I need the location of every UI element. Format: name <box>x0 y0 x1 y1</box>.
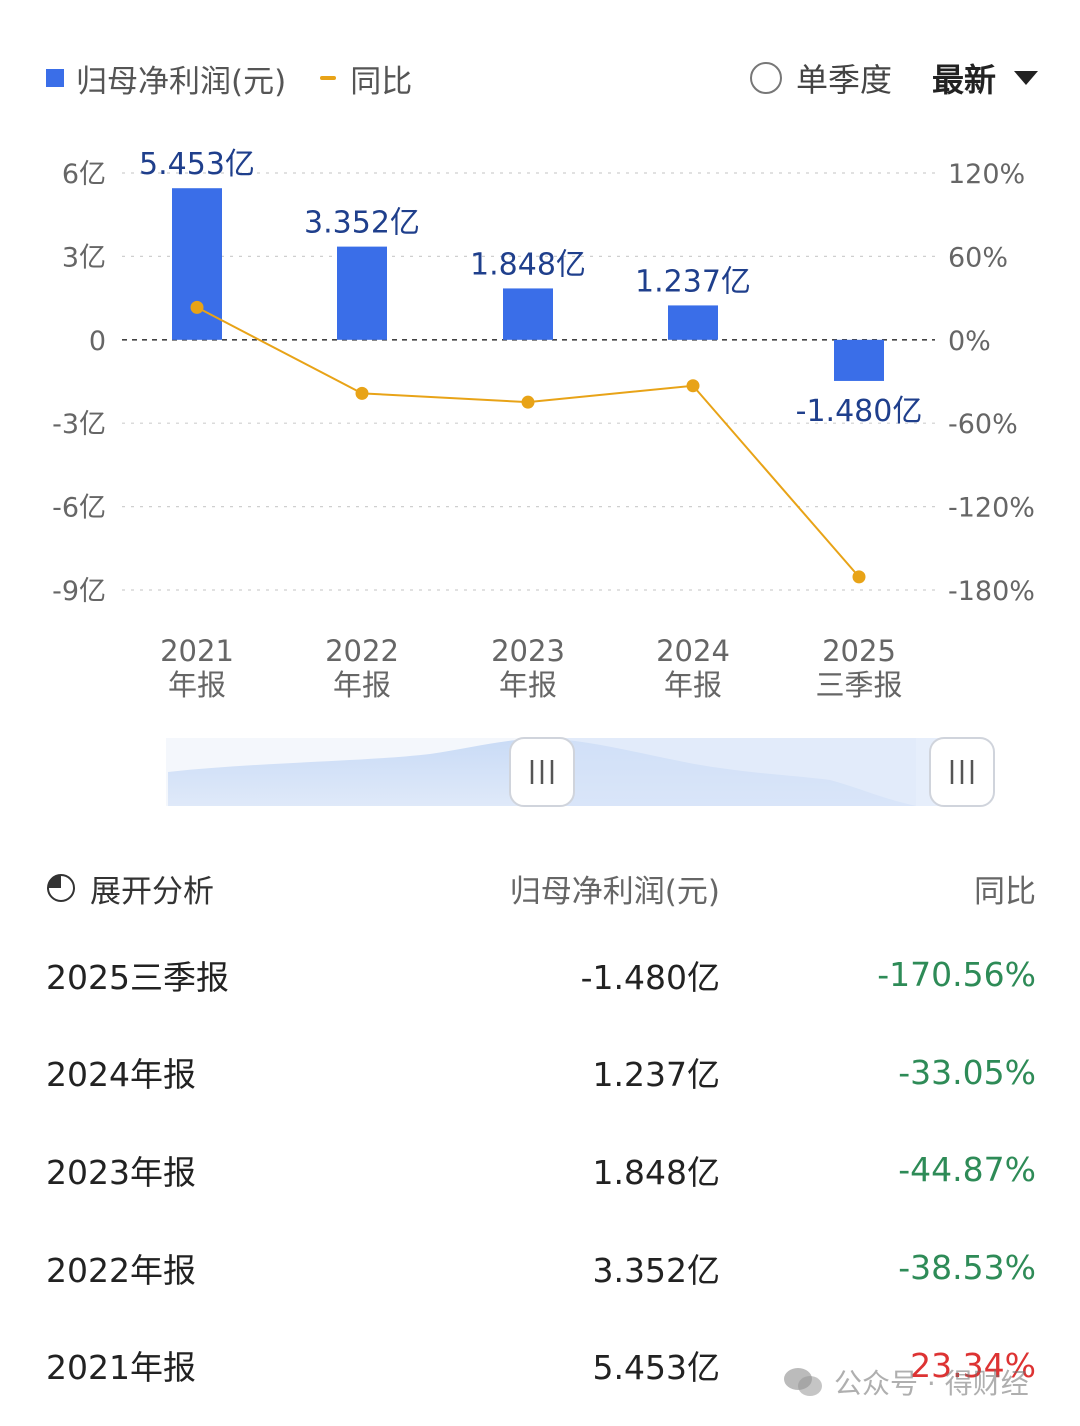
table-row[interactable]: 2025三季报 -1.480亿 -170.56% <box>46 926 1036 1024</box>
x-tick-year: 2024 <box>656 634 730 668</box>
bar-swatch-icon <box>46 69 64 87</box>
row-yoy: -44.87% <box>898 1150 1036 1190</box>
y-left-tick-label: -9亿 <box>52 576 106 607</box>
x-tick-period: 年报 <box>168 668 226 702</box>
table-body: 2025三季报 -1.480亿 -170.56% 2024年报 1.237亿 -33.05… <box>46 926 1036 1414</box>
single-quarter-radio[interactable] <box>749 62 782 94</box>
range-slider[interactable] <box>0 732 1080 812</box>
y-right-tick-label: 120% <box>948 159 1025 190</box>
single-quarter-label[interactable]: 单季度 <box>795 61 892 99</box>
legend-item-yoy[interactable]: 同比 <box>320 56 412 101</box>
chart-controls: 单季度 最新 <box>749 52 1038 104</box>
y-left-tick-label: 0 <box>89 326 106 357</box>
line-swatch-icon <box>320 76 337 80</box>
row-value: 1.237亿 <box>592 1055 720 1095</box>
x-tick-year: 2023 <box>491 634 565 668</box>
x-tick-year: 2025 <box>822 634 896 668</box>
legend-label-yoy: 同比 <box>350 63 413 100</box>
bar-data-label: 3.352亿 <box>304 206 420 241</box>
bar-data-label: -1.480亿 <box>796 394 923 429</box>
y-left-tick-label: 6亿 <box>62 159 106 190</box>
x-tick-year: 2021 <box>160 634 234 668</box>
y-right-tick-label: -180% <box>948 576 1035 607</box>
bar-data-label: 5.453亿 <box>139 147 255 182</box>
bar <box>668 305 718 340</box>
row-period: 2022年报 <box>46 1250 196 1290</box>
yoy-point <box>190 300 204 314</box>
yoy-point <box>355 386 369 400</box>
legend-label-net-profit: 归母净利润(元) <box>76 63 287 100</box>
expand-analysis-button[interactable]: 展开分析 <box>46 866 360 911</box>
y-left-tick-label: 3亿 <box>62 242 106 273</box>
y-right-tick-label: 0% <box>948 326 991 357</box>
table-row[interactable]: 2023年报 1.848亿 -44.87% <box>46 1121 1036 1219</box>
row-yoy: -33.05% <box>898 1052 1036 1092</box>
bar-data-label: 1.848亿 <box>470 247 586 282</box>
pie-chart-icon <box>47 874 75 902</box>
row-value: -1.480亿 <box>580 957 720 997</box>
row-value: 1.848亿 <box>592 1152 720 1192</box>
row-value: 5.453亿 <box>592 1348 720 1388</box>
y-left-tick-label: -6亿 <box>52 493 106 524</box>
chart-legend: 归母净利润(元) 同比 <box>46 52 446 104</box>
legend-item-net-profit[interactable]: 归母净利润(元) <box>46 56 286 101</box>
y-right-tick-label: -120% <box>948 493 1035 524</box>
yoy-point <box>686 379 700 393</box>
bar <box>503 288 553 340</box>
row-value: 3.352亿 <box>592 1250 720 1290</box>
row-period: 2024年报 <box>46 1055 196 1095</box>
watermark: 公众号 · 得财经 <box>782 1362 1029 1402</box>
column-header-value: 归母净利润(元) <box>509 873 720 910</box>
net-profit-chart: 6亿 3亿 0 -3亿 -6亿 -9亿 120% 60% 0% -60% -120% -180% 5.4… <box>52 147 1035 702</box>
bar <box>172 188 222 340</box>
row-period: 2025三季报 <box>46 957 229 997</box>
row-yoy: -170.56% <box>877 955 1036 995</box>
x-tick-period: 年报 <box>499 668 557 702</box>
table-header: 展开分析 归母净利润(元) 同比 <box>46 850 1036 926</box>
slider-handle-left[interactable] <box>509 737 575 807</box>
expand-analysis-label: 展开分析 <box>90 873 214 910</box>
slider-handle-right[interactable] <box>929 737 995 807</box>
y-right-tick-label: -60% <box>948 409 1018 440</box>
profit-table: 展开分析 归母净利润(元) 同比 2025三季报 -1.480亿 -170.56% 2… <box>46 850 1036 1414</box>
row-yoy: 23.34% <box>910 1345 1036 1385</box>
bar-data-label: 1.237亿 <box>635 264 751 299</box>
y-right-tick-label: 60% <box>948 242 1008 273</box>
x-tick-period: 年报 <box>664 668 722 702</box>
row-yoy: -38.53% <box>898 1248 1036 1288</box>
yoy-point <box>852 570 866 584</box>
x-tick-year: 2022 <box>325 634 399 668</box>
slider-selected-range[interactable] <box>542 738 962 806</box>
row-period: 2023年报 <box>46 1152 196 1192</box>
row-period: 2021年报 <box>46 1348 196 1388</box>
bar <box>337 246 387 340</box>
chevron-down-icon[interactable] <box>1014 71 1038 85</box>
wechat-icon <box>784 1368 822 1396</box>
yoy-point <box>521 395 535 409</box>
yoy-line <box>196 306 860 578</box>
table-row[interactable]: 2024年报 1.237亿 -33.05% <box>46 1024 1036 1122</box>
watermark-text: 公众号 · 得财经 <box>834 1367 1029 1400</box>
bar <box>834 339 884 381</box>
y-left-tick-label: -3亿 <box>52 409 106 440</box>
latest-dropdown-label[interactable]: 最新 <box>931 61 996 99</box>
x-tick-period: 年报 <box>333 668 391 702</box>
x-tick-period: 三季报 <box>815 668 902 702</box>
table-row[interactable]: 2022年报 3.352亿 -38.53% <box>46 1219 1036 1317</box>
table-row[interactable]: 2021年报 5.453亿 23.34% <box>46 1316 1036 1414</box>
column-header-yoy: 同比 <box>974 873 1036 910</box>
